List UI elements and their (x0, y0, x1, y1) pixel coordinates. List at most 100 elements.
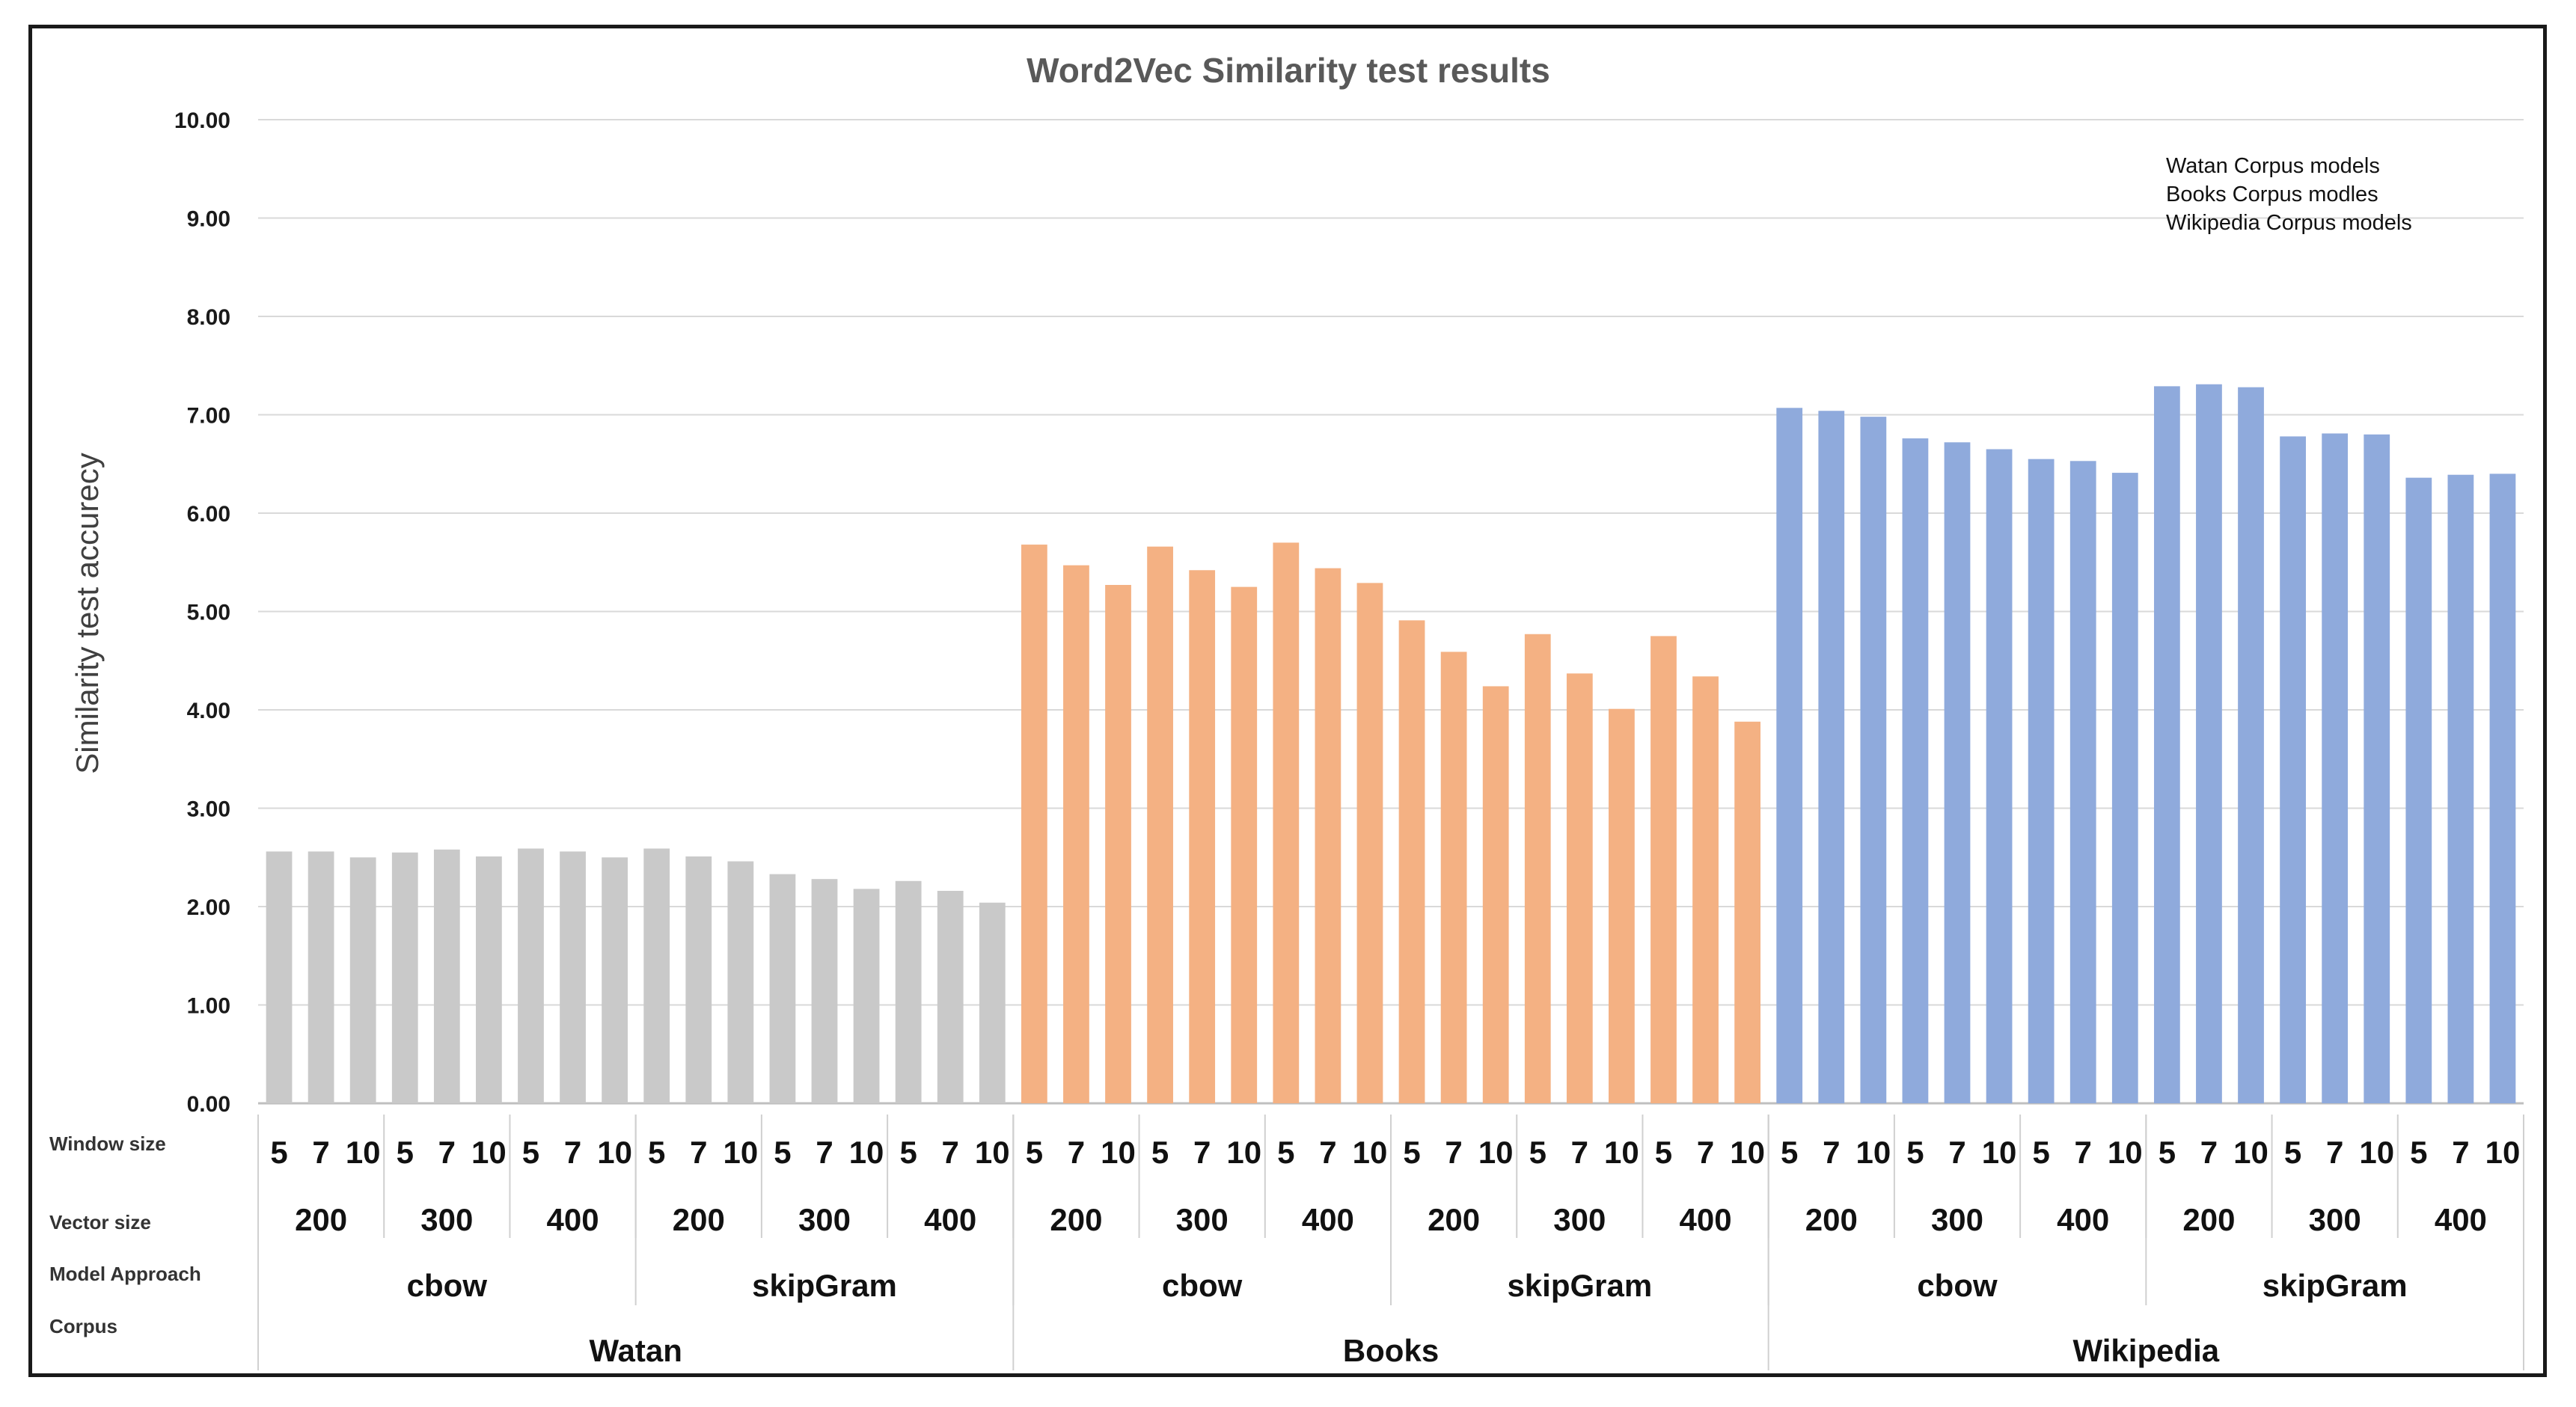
row-label-model-approach: Model Approach (49, 1263, 201, 1285)
tick-window-size: 7 (1193, 1135, 1211, 1170)
tick-window-size: 10 (1855, 1135, 1891, 1170)
tick-window-size: 5 (2159, 1135, 2176, 1170)
bar-books (1147, 546, 1173, 1103)
bar-wikipedia (2322, 433, 2349, 1103)
y-tick-label: 3.00 (187, 797, 230, 822)
tick-window-size: 10 (1730, 1135, 1765, 1170)
tick-vector-size: 200 (2182, 1202, 2235, 1237)
tick-vector-size: 400 (1302, 1202, 1354, 1237)
tick-model-approach: cbow (1162, 1268, 1243, 1303)
tick-vector-size: 200 (1428, 1202, 1480, 1237)
tick-window-size: 10 (2485, 1135, 2521, 1170)
tick-window-size: 10 (1604, 1135, 1639, 1170)
tick-window-size: 5 (648, 1135, 665, 1170)
y-tick-label: 10.00 (174, 108, 230, 133)
y-tick-label: 0.00 (187, 1092, 230, 1117)
tick-window-size: 10 (975, 1135, 1010, 1170)
bar-wikipedia (1944, 442, 1971, 1103)
bar-wikipedia (1986, 449, 2013, 1103)
tick-vector-size: 200 (1050, 1202, 1102, 1237)
tick-vector-size: 300 (2309, 1202, 2361, 1237)
bar-watan (643, 848, 670, 1103)
tick-window-size: 10 (471, 1135, 507, 1170)
bar-books (1734, 721, 1761, 1103)
tick-window-size: 7 (1068, 1135, 1085, 1170)
tick-window-size: 5 (899, 1135, 917, 1170)
bar-watan (811, 879, 838, 1103)
row-label-corpus: Corpus (49, 1315, 117, 1337)
tick-window-size: 10 (1353, 1135, 1388, 1170)
chart-title: Word2Vec Similarity test results (1027, 51, 1550, 90)
bar-books (1356, 583, 1383, 1103)
tick-window-size: 7 (2200, 1135, 2218, 1170)
bar-books (1105, 584, 1131, 1103)
y-tick-label: 1.00 (187, 994, 230, 1019)
legend-entry-wikipedia: Wikipedia Corpus models (2166, 211, 2412, 235)
bar-books (1524, 634, 1551, 1103)
tick-window-size: 7 (2326, 1135, 2343, 1170)
tick-vector-size: 200 (295, 1202, 347, 1237)
tick-window-size: 5 (397, 1135, 414, 1170)
x-category-table: 5 7 10 5 7 10 5 7 10 5 7 10 5 7 10 5 7 10 5 7 10 5 7 10 5 7 10 5 7 10… (257, 1115, 2524, 1370)
y-tick-label: 5.00 (187, 601, 230, 625)
bar-books (1609, 708, 1635, 1103)
row-label-vector-size: Vector size (49, 1211, 151, 1233)
bar-wikipedia (2028, 459, 2055, 1103)
bar-books (1021, 545, 1047, 1103)
tick-vector-size: 400 (1680, 1202, 1732, 1237)
bar-books (1273, 542, 1300, 1103)
bar-watan (895, 880, 922, 1103)
tick-window-size: 10 (597, 1135, 632, 1170)
tick-vector-size: 200 (1805, 1202, 1858, 1237)
bar-watan (476, 856, 502, 1103)
bar-wikipedia (2447, 474, 2474, 1103)
tick-window-size: 5 (1529, 1135, 1546, 1170)
tick-window-size: 10 (849, 1135, 884, 1170)
bar-wikipedia (1860, 417, 1887, 1103)
tick-window-size: 7 (1571, 1135, 1588, 1170)
tick-window-size: 7 (438, 1135, 456, 1170)
bar-watan (685, 856, 712, 1103)
bar-wikipedia (2405, 477, 2432, 1103)
tick-model-approach: cbow (407, 1268, 488, 1303)
bar-books (1189, 570, 1216, 1103)
bar-wikipedia (2069, 461, 2096, 1103)
tick-model-approach: skipGram (1507, 1268, 1652, 1303)
tick-corpus: Wikipedia (2072, 1333, 2219, 1368)
tick-window-size: 10 (2359, 1135, 2394, 1170)
bar-watan (308, 851, 334, 1103)
tick-window-size: 7 (2452, 1135, 2469, 1170)
tick-model-approach: cbow (1917, 1268, 1998, 1303)
bar-watan (937, 890, 964, 1103)
bar-watan (727, 861, 754, 1103)
y-tick-label: 6.00 (187, 502, 230, 527)
tick-vector-size: 300 (1931, 1202, 1983, 1237)
tick-window-size: 7 (312, 1135, 329, 1170)
bar-watan (391, 852, 418, 1103)
bar-wikipedia (2280, 436, 2306, 1103)
tick-window-size: 10 (1226, 1135, 1261, 1170)
tick-model-approach: skipGram (752, 1268, 897, 1303)
tick-window-size: 10 (346, 1135, 381, 1170)
bar-watan (349, 857, 376, 1103)
bar-books (1566, 673, 1593, 1103)
tick-window-size: 5 (2032, 1135, 2049, 1170)
y-tick-label: 9.00 (187, 207, 230, 232)
bar-watan (769, 874, 796, 1103)
bar-watan (518, 848, 544, 1103)
tick-window-size: 5 (2410, 1135, 2427, 1170)
bar-watan (560, 851, 586, 1103)
tick-window-size: 5 (1277, 1135, 1294, 1170)
tick-vector-size: 300 (1176, 1202, 1229, 1237)
y-tick-label: 4.00 (187, 699, 230, 723)
tick-window-size: 5 (1655, 1135, 1672, 1170)
bar-wikipedia (1902, 438, 1929, 1103)
bar-books (1231, 586, 1258, 1103)
row-label-window-size: Window size (49, 1132, 166, 1155)
bar-watan (979, 902, 1006, 1103)
bar-wikipedia (2153, 386, 2180, 1103)
tick-vector-size: 300 (1553, 1202, 1606, 1237)
tick-window-size: 5 (270, 1135, 287, 1170)
tick-window-size: 5 (1906, 1135, 1924, 1170)
